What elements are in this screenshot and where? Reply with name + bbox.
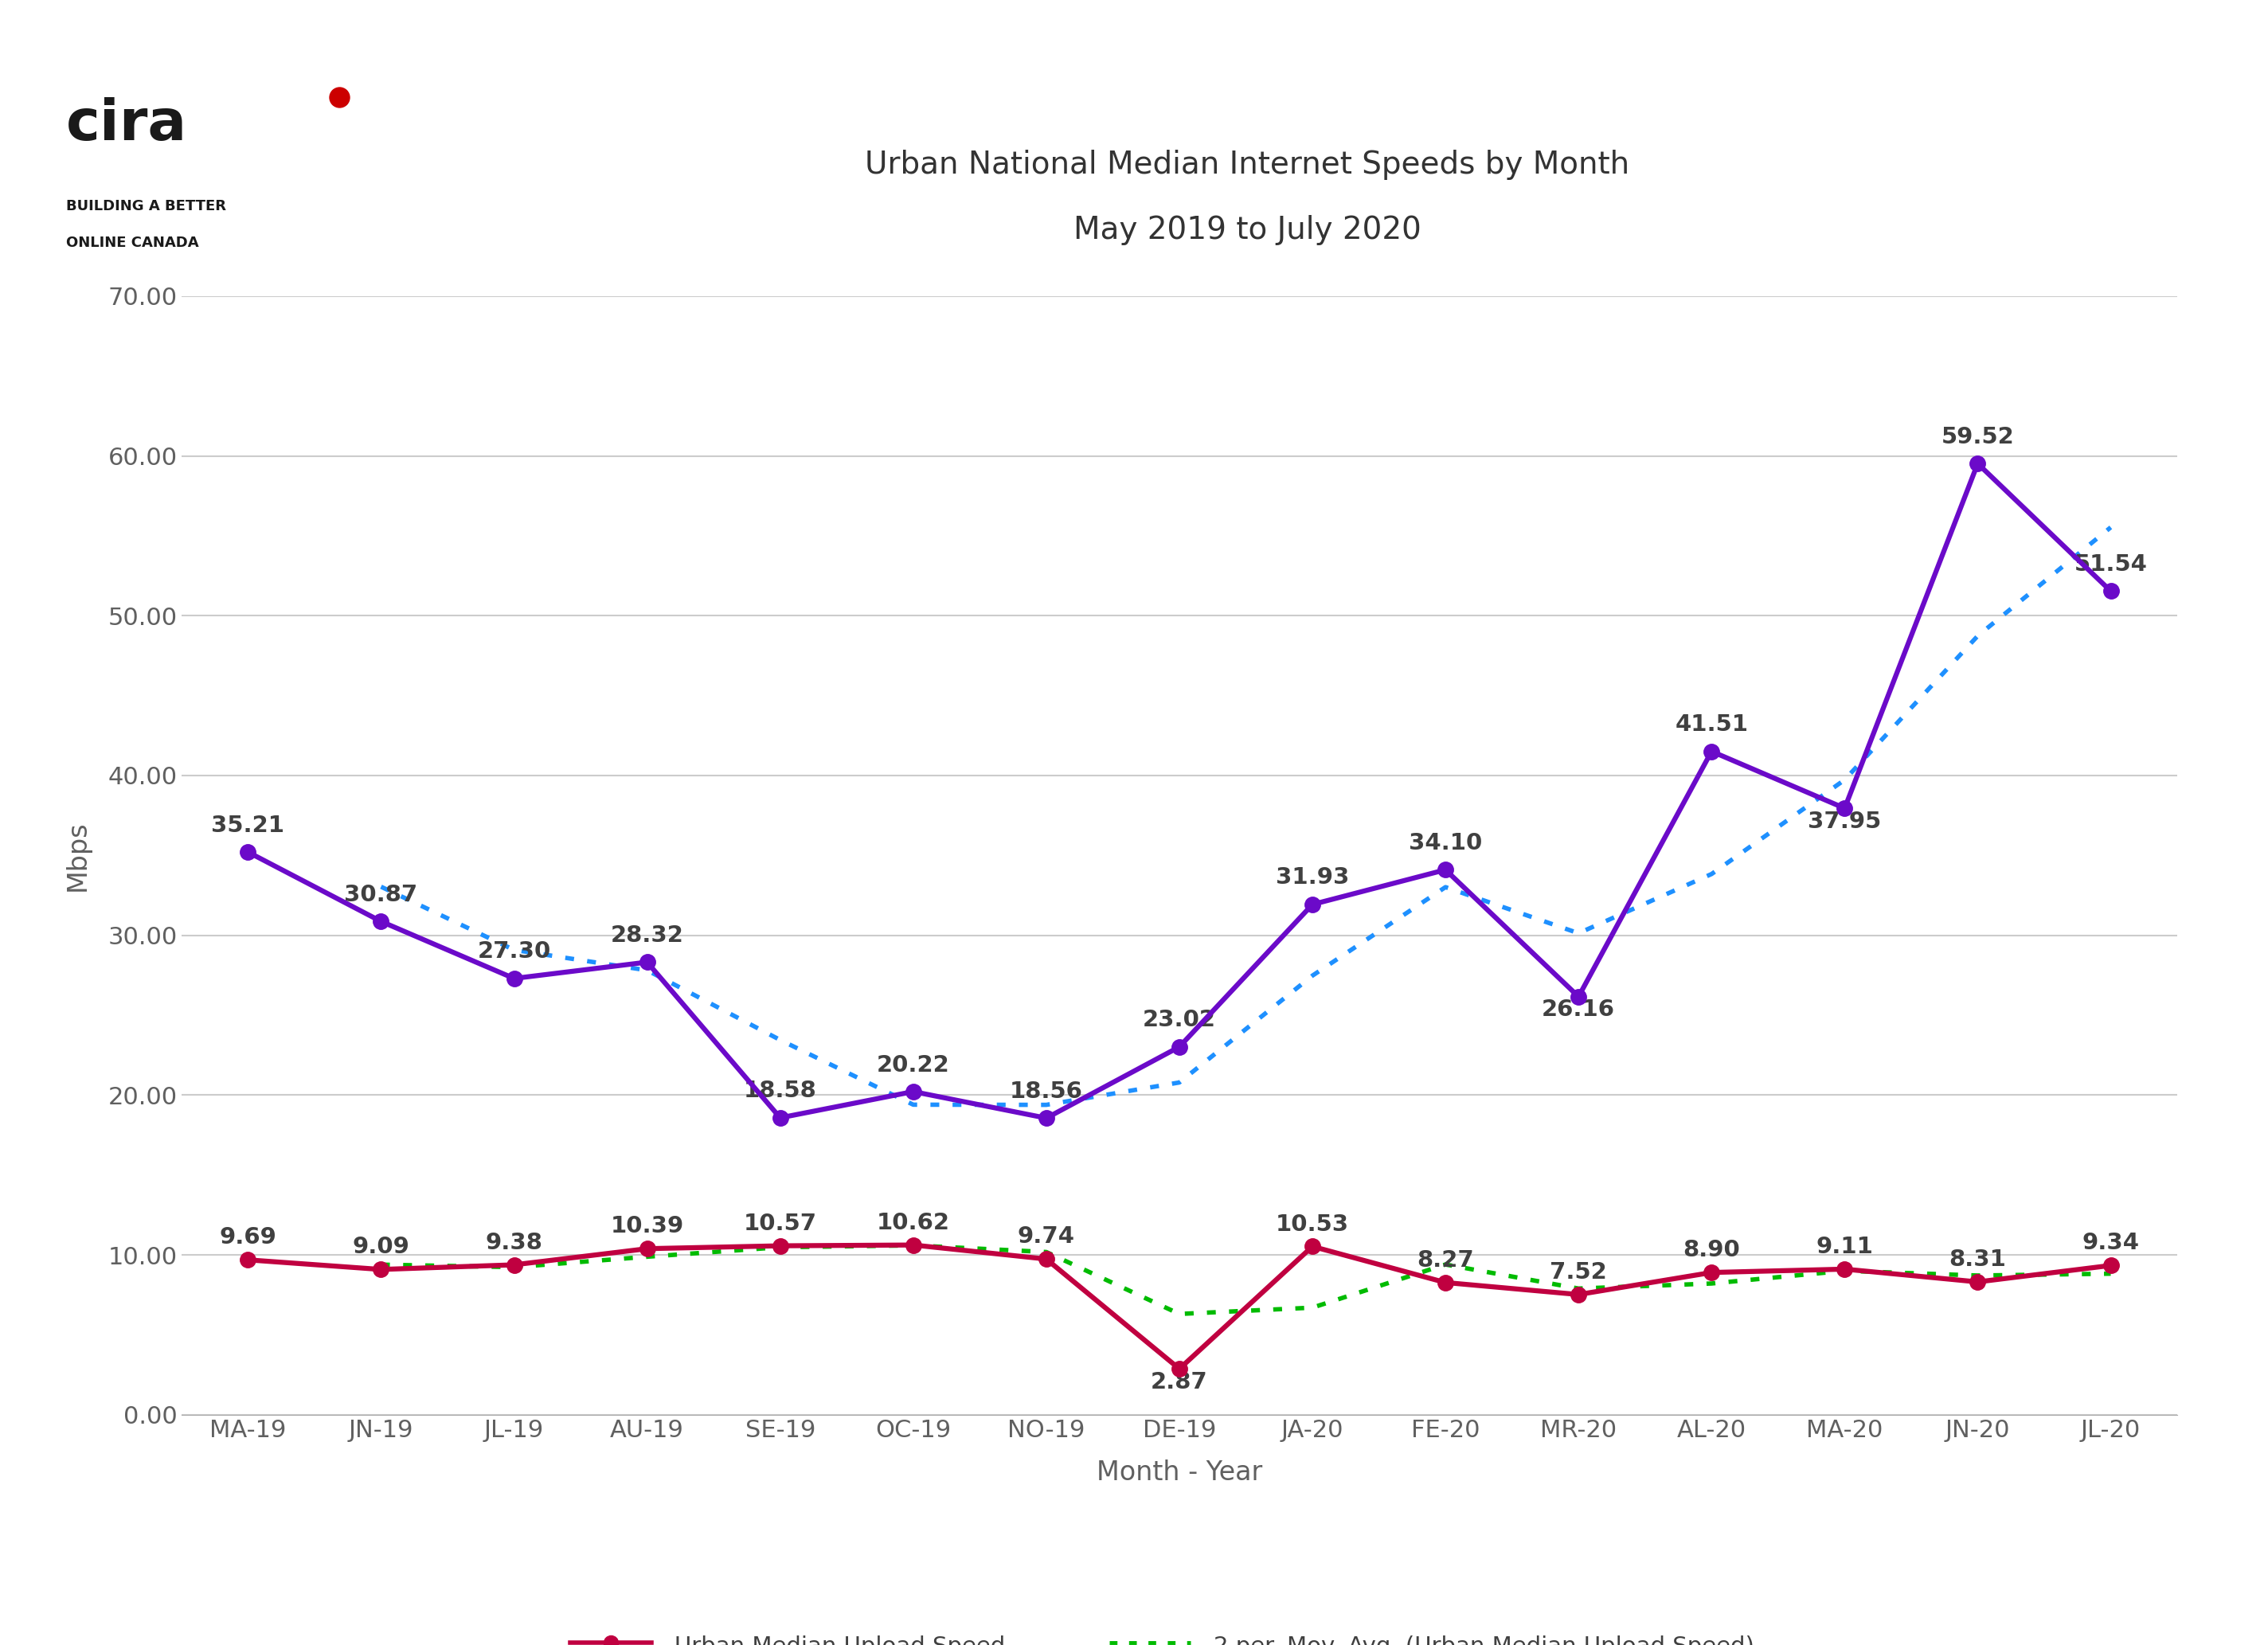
Text: 2.87: 2.87 <box>1150 1370 1209 1393</box>
Text: 9.38: 9.38 <box>485 1232 542 1253</box>
Text: 59.52: 59.52 <box>1941 426 2014 447</box>
Text: 9.74: 9.74 <box>1018 1226 1075 1249</box>
Text: ONLINE CANADA: ONLINE CANADA <box>66 235 200 250</box>
Text: 51.54: 51.54 <box>2075 553 2148 576</box>
Text: 10.62: 10.62 <box>878 1212 950 1234</box>
Text: 26.16: 26.16 <box>1542 999 1615 1022</box>
Text: 9.34: 9.34 <box>2082 1232 2139 1255</box>
Text: 30.87: 30.87 <box>345 883 417 906</box>
Text: 9.69: 9.69 <box>220 1227 277 1249</box>
Text: 37.95: 37.95 <box>1808 811 1882 832</box>
Legend: Urban Median Upload Speed, Urban Median Download Speed, 2 per. Mov. Avg. (Urban : Urban Median Upload Speed, Urban Median … <box>560 1622 1799 1645</box>
Text: 8.31: 8.31 <box>1948 1249 2007 1272</box>
Text: 8.90: 8.90 <box>1683 1239 1740 1262</box>
Text: 10.57: 10.57 <box>744 1212 816 1235</box>
Text: Urban National Median Internet Speeds by Month: Urban National Median Internet Speeds by… <box>864 150 1631 179</box>
Text: 8.27: 8.27 <box>1418 1249 1474 1272</box>
Text: BUILDING A BETTER: BUILDING A BETTER <box>66 199 227 214</box>
Text: 18.58: 18.58 <box>744 1081 816 1102</box>
Text: 34.10: 34.10 <box>1408 832 1483 854</box>
Text: 9.09: 9.09 <box>352 1235 411 1258</box>
Text: 10.53: 10.53 <box>1275 1212 1349 1235</box>
X-axis label: Month - Year: Month - Year <box>1095 1459 1263 1485</box>
Text: 18.56: 18.56 <box>1009 1081 1082 1102</box>
Y-axis label: Mbps: Mbps <box>64 821 91 890</box>
Text: 35.21: 35.21 <box>211 814 284 837</box>
Text: cira: cira <box>66 97 186 153</box>
Text: 20.22: 20.22 <box>878 1054 950 1076</box>
Text: 41.51: 41.51 <box>1676 714 1749 735</box>
Text: 31.93: 31.93 <box>1275 867 1349 888</box>
Text: 23.02: 23.02 <box>1143 1008 1216 1031</box>
Text: 27.30: 27.30 <box>476 941 551 962</box>
Text: 28.32: 28.32 <box>610 924 683 946</box>
Text: 10.39: 10.39 <box>610 1216 685 1237</box>
Text: 7.52: 7.52 <box>1549 1262 1608 1283</box>
Text: May 2019 to July 2020: May 2019 to July 2020 <box>1073 215 1422 245</box>
Text: 9.11: 9.11 <box>1817 1235 1873 1258</box>
